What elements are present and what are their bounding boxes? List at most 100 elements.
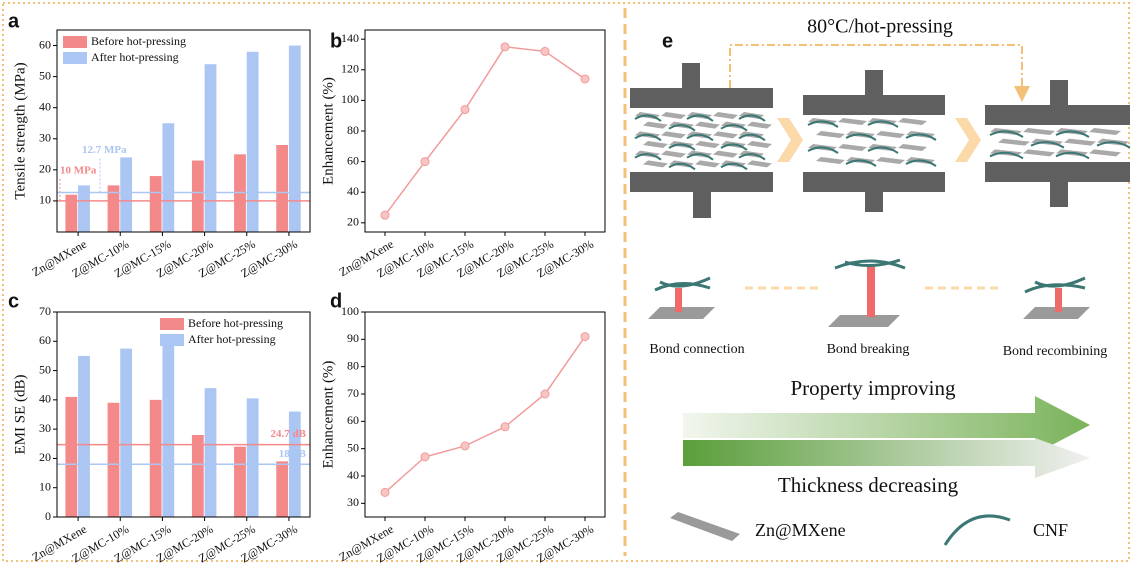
flake <box>747 121 772 129</box>
fiber <box>668 124 696 132</box>
bar <box>162 341 175 517</box>
plot-frame <box>364 311 606 518</box>
y-tick-label: 100 <box>341 304 359 318</box>
fiber <box>867 146 899 154</box>
y-axis-label: Enhancement (%) <box>320 77 336 185</box>
bar <box>191 160 204 232</box>
flake <box>1089 128 1121 135</box>
fiber <box>686 114 714 122</box>
y-tick-label: 20 <box>39 162 51 176</box>
y-tick-label: 50 <box>39 68 51 82</box>
y-tick-label: 40 <box>347 468 359 482</box>
y-tick-label: 70 <box>39 304 51 318</box>
y-tick-label: 60 <box>39 37 51 51</box>
y-tick-label: 20 <box>39 450 51 464</box>
point <box>540 389 550 399</box>
fiber <box>867 120 899 128</box>
bar <box>78 185 90 232</box>
line <box>384 336 586 493</box>
flake <box>713 131 738 139</box>
process-arrow <box>729 44 1030 102</box>
fiber <box>807 146 839 154</box>
bar <box>204 64 217 232</box>
y-axis-label: Tensile strength (MPa) <box>12 62 28 199</box>
fiber <box>686 153 714 161</box>
flake <box>838 144 867 151</box>
bar <box>107 402 120 517</box>
flake <box>838 118 867 125</box>
flake <box>876 131 905 138</box>
flake <box>661 112 686 119</box>
panel-letter: e <box>662 30 673 52</box>
bar <box>246 51 259 232</box>
fiber <box>989 151 1024 160</box>
y-tick-label: 50 <box>39 362 51 376</box>
y-tick-label: 30 <box>39 131 51 145</box>
bar <box>149 176 162 232</box>
bar <box>65 396 78 517</box>
bar <box>288 45 301 233</box>
legend-label: CNF <box>1033 520 1068 540</box>
bar <box>162 123 175 232</box>
y-tick-label: 70 <box>347 386 359 400</box>
bar <box>120 348 133 517</box>
y-tick-label: 140 <box>341 31 359 45</box>
point <box>500 422 510 432</box>
legend-label: Zn@MXene <box>755 520 846 540</box>
diagram: e 80°C/hot-pressing Bond connection Bond… <box>630 16 1131 546</box>
y-tick-label: 90 <box>347 331 359 345</box>
flake <box>747 160 772 168</box>
y-tick-label: 10 <box>39 479 51 493</box>
bar <box>246 398 259 517</box>
legend-label: Before hot-pressing <box>188 316 283 330</box>
bar <box>191 435 204 517</box>
y-tick-label: 10 <box>39 193 51 207</box>
bar <box>149 399 162 517</box>
legend-swatch <box>160 334 184 346</box>
flake <box>695 160 720 168</box>
point <box>420 452 430 462</box>
reference-label: 12.7 MPa <box>82 144 127 156</box>
reference-label: 10 MPa <box>60 164 97 176</box>
bar <box>65 194 78 232</box>
legend-swatch <box>160 318 184 330</box>
flake <box>713 150 738 158</box>
y-tick-label: 30 <box>347 495 359 509</box>
flake <box>661 150 686 158</box>
y-tick-label: 50 <box>347 440 359 454</box>
big-arrow <box>683 396 1090 454</box>
point <box>380 487 390 497</box>
composite <box>634 112 1131 171</box>
legend-swatch <box>63 52 87 64</box>
bond-icons <box>648 258 1090 327</box>
reference-label: 18 dB <box>279 448 307 460</box>
y-tick-label: 40 <box>39 99 51 113</box>
line <box>384 46 586 216</box>
point <box>500 42 510 52</box>
flake <box>643 160 668 168</box>
point <box>580 74 590 84</box>
stage-label: Bond recombining <box>1003 344 1108 359</box>
flake <box>898 144 927 151</box>
fiber <box>634 133 662 142</box>
chevron <box>777 118 981 162</box>
flake <box>998 138 1030 146</box>
fiber <box>1096 141 1131 149</box>
fiber <box>807 120 839 128</box>
point <box>540 46 550 56</box>
y-tick-label: 20 <box>347 215 359 229</box>
bar <box>276 461 289 517</box>
flake <box>695 121 720 129</box>
fiber <box>1055 130 1090 138</box>
panel-letter: b <box>330 30 342 52</box>
plot-frame <box>56 311 311 518</box>
fiber <box>738 114 766 122</box>
flake <box>1023 149 1055 157</box>
flake <box>747 141 772 148</box>
point <box>380 210 390 220</box>
legend-label: After hot-pressing <box>91 50 179 64</box>
fiber <box>634 153 662 161</box>
reference-label: 24.7 dB <box>271 428 307 440</box>
fiber <box>720 162 748 171</box>
